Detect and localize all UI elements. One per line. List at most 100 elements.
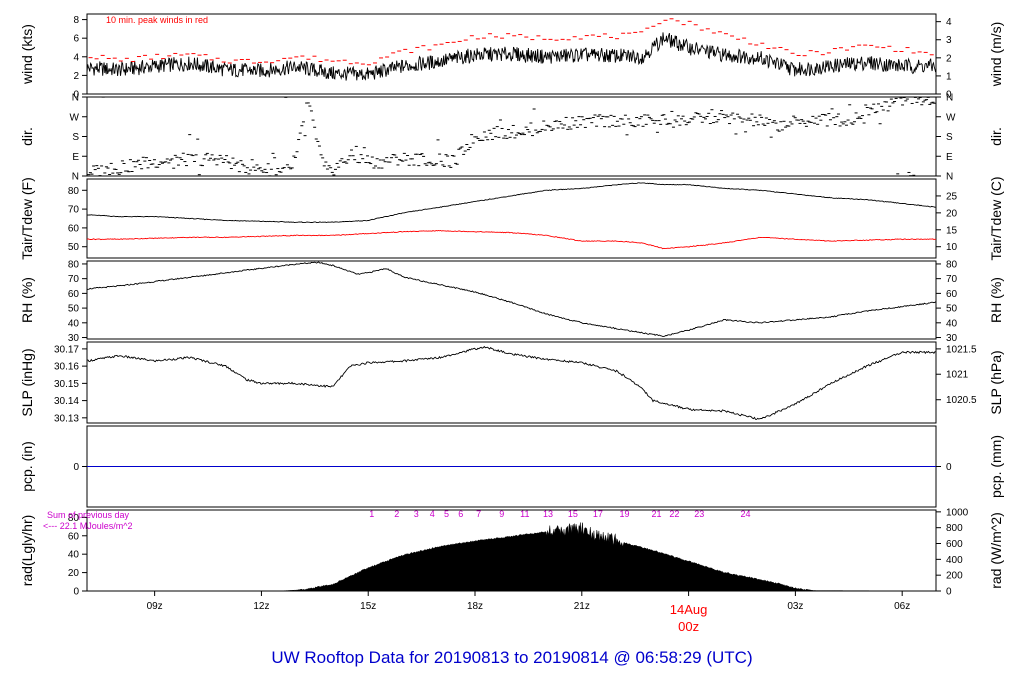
rad-left-tick-label: 20 [68, 568, 80, 579]
rad-hour-marker: 9 [499, 509, 504, 519]
rh-right-tick-label: 70 [946, 274, 958, 285]
rad-hour-marker: 21 [652, 509, 662, 519]
rad-hour-marker: 13 [543, 509, 553, 519]
rad-note-line2: <--- 22.1 MJoules/m^2 [43, 521, 133, 531]
temp-left-tick-label: 80 [68, 186, 80, 197]
rh-panel-frame [86, 260, 937, 340]
wind-right-tick-label: 3 [946, 35, 952, 46]
figure-title: UW Rooftop Data for 20190813 to 20190814… [271, 648, 753, 667]
slp-ylabel-right: SLP (hPa) [988, 350, 1004, 414]
rh-left-tick-label: 70 [68, 274, 80, 285]
temp-right-tick-label: 25 [946, 191, 958, 202]
wind-mean-series [86, 32, 937, 81]
temp-left-tick-label: 50 [68, 242, 80, 253]
rad-hour-marker: 2 [394, 509, 399, 519]
rad-right-tick-label: 0 [946, 587, 952, 598]
slp-left-tick-label: 30.14 [54, 396, 79, 407]
slp-right-tick-label: 1021.5 [946, 344, 977, 355]
pcp-ylabel-right: pcp. (mm) [988, 435, 1004, 498]
rad-left-tick-label: 60 [68, 531, 80, 542]
slp-left-tick-label: 30.17 [54, 344, 79, 355]
temp-left-tick-label: 70 [68, 205, 80, 216]
rad-hour-marker: 22 [669, 509, 679, 519]
slp-left-tick-label: 30.15 [54, 379, 79, 390]
rad-hour-marker: 7 [476, 509, 481, 519]
dir-left-tick-label: N [72, 172, 79, 183]
rad-area-series [87, 522, 936, 592]
dir-ylabel-right: dir. [988, 127, 1004, 146]
rad-hour-marker: 1 [369, 509, 374, 519]
temp-ylabel-right: Tair/Tdew (C) [988, 176, 1004, 260]
rad-ylabel-right: rad (W/m^2) [988, 512, 1004, 589]
dir-left-tick-label: W [70, 112, 80, 123]
time-tick-label: 03z [787, 601, 803, 612]
rad-hour-marker: 6 [458, 509, 463, 519]
dir-ylabel-left: dir. [19, 127, 35, 146]
rad-left-tick-label: 80 [68, 513, 80, 524]
dir-panel-frame [86, 96, 937, 177]
pcp-right-tick-label: 0 [946, 462, 952, 473]
rh-left-tick-label: 30 [68, 333, 80, 344]
wind-left-tick-label: 6 [73, 34, 79, 45]
dir-left-tick-label: E [72, 152, 79, 163]
dir-left-tick-label: S [72, 132, 79, 143]
rh-left-tick-label: 40 [68, 318, 80, 329]
slp-left-tick-label: 30.16 [54, 362, 79, 373]
rad-right-tick-label: 200 [946, 571, 963, 582]
day-hour-label: 00z [678, 619, 699, 634]
rh-right-tick-label: 60 [946, 289, 958, 300]
temp-left-tick-label: 60 [68, 223, 80, 234]
rad-hour-marker: 15 [568, 509, 578, 519]
wind-ylabel-right: wind (m/s) [988, 22, 1004, 88]
rh-ylabel-right: RH (%) [988, 277, 1004, 323]
wind-right-tick-label: 1 [946, 71, 952, 82]
dir-right-tick-label: E [946, 152, 953, 163]
rh-left-tick-label: 50 [68, 304, 80, 315]
slp-right-tick-label: 1020.5 [946, 395, 977, 406]
time-tick-label: 12z [253, 601, 269, 612]
dir-right-tick-label: N [946, 93, 953, 104]
wind-right-tick-label: 2 [946, 53, 952, 64]
wind-panel-frame [86, 13, 937, 95]
wind-right-tick-label: 0 [946, 90, 952, 101]
time-tick-label: 09z [147, 601, 163, 612]
temp-right-tick-label: 10 [946, 242, 958, 253]
rad-right-tick-label: 400 [946, 555, 963, 566]
temp-right-tick-label: 15 [946, 225, 958, 236]
rh-ylabel-left: RH (%) [19, 277, 35, 323]
pcp-left-tick-label: 0 [73, 462, 79, 473]
rad-hour-marker: 19 [620, 509, 630, 519]
rad-hour-marker: 17 [593, 509, 603, 519]
rad-right-tick-label: 600 [946, 539, 963, 550]
rh-left-tick-label: 80 [68, 259, 80, 270]
rad-hour-marker: 24 [741, 509, 751, 519]
rh-right-tick-label: 30 [946, 333, 958, 344]
rh-right-tick-label: 40 [946, 318, 958, 329]
rad-hour-marker: 4 [430, 509, 435, 519]
day-label: 14Aug [670, 602, 708, 617]
wind-annotation: 10 min. peak winds in red [106, 15, 208, 25]
dir-left-tick-label: N [72, 93, 79, 104]
time-tick-label: 06z [894, 601, 910, 612]
time-tick-label: 21z [574, 601, 590, 612]
rad-ylabel-left: rad(Lgly/hr) [19, 515, 35, 587]
rad-hour-marker: 11 [520, 509, 529, 519]
temp-dewpoint-series [86, 229, 937, 250]
temp-air-series [86, 182, 937, 224]
slp-ylabel-left: SLP (inHg) [19, 348, 35, 416]
slp-right-tick-label: 1021 [946, 370, 969, 381]
dir-right-tick-label: S [946, 132, 953, 143]
rad-right-tick-label: 1000 [946, 507, 969, 518]
rh-right-tick-label: 50 [946, 304, 958, 315]
slp-series [86, 345, 937, 420]
rad-hour-marker: 5 [444, 509, 449, 519]
rad-note-line1: Sum of previous day [47, 510, 130, 520]
temp-ylabel-left: Tair/Tdew (F) [19, 177, 35, 259]
wind-left-tick-label: 8 [73, 15, 79, 26]
temp-panel-frame [86, 178, 937, 259]
wind-left-tick-label: 0 [73, 90, 79, 101]
dir-right-tick-label: N [946, 172, 953, 183]
time-tick-label: 18z [467, 601, 483, 612]
rad-left-tick-label: 0 [73, 587, 79, 598]
time-tick-label: 15z [360, 601, 376, 612]
